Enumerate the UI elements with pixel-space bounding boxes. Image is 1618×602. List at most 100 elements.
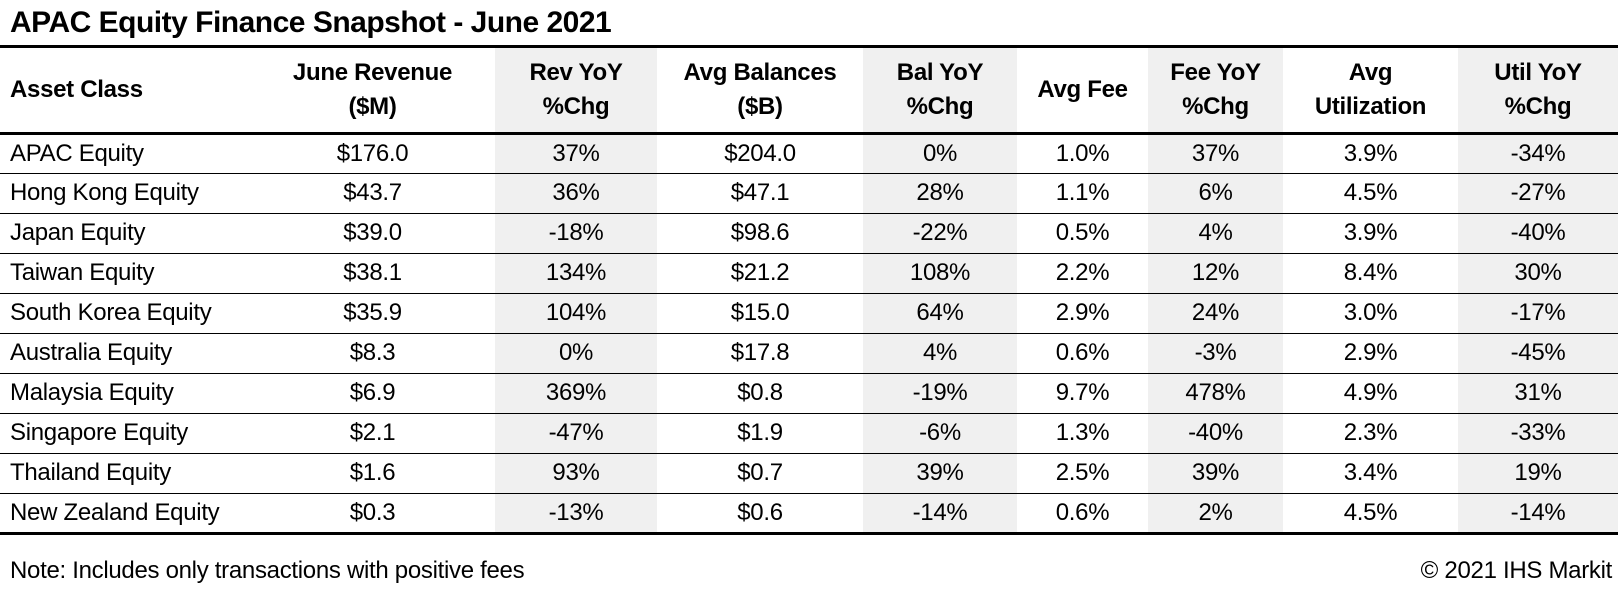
cell-rev-yoy: 93% xyxy=(495,453,657,494)
cell-avg-fee: 0.6% xyxy=(1017,493,1148,535)
cell-avg-fee: 2.2% xyxy=(1017,253,1148,294)
column-header-avg-fee: Avg Fee xyxy=(1017,48,1148,135)
table-row: Singapore Equity $2.1 -47% $1.9 -6% 1.3% -40% 2… xyxy=(0,413,1618,454)
cell-asset-class: APAC Equity xyxy=(0,133,250,174)
cell-avg-balances: $204.0 xyxy=(657,133,863,174)
cell-june-revenue: $1.6 xyxy=(250,453,495,494)
cell-asset-class: Taiwan Equity xyxy=(0,253,250,294)
table-row: Australia Equity $8.3 0% $17.8 4% 0.6% -3% 2.9%… xyxy=(0,333,1618,374)
column-header-fee-yoy: Fee YoY %Chg xyxy=(1148,48,1283,135)
cell-rev-yoy: 104% xyxy=(495,293,657,334)
column-header-util-yoy: Util YoY %Chg xyxy=(1458,48,1618,135)
column-header-line1: Avg Fee xyxy=(1037,75,1128,103)
cell-fee-yoy: -3% xyxy=(1148,333,1283,374)
cell-util-yoy: 31% xyxy=(1458,373,1618,414)
cell-june-revenue: $2.1 xyxy=(250,413,495,454)
page-title: APAC Equity Finance Snapshot - June 2021 xyxy=(0,0,1618,48)
cell-util-yoy: 19% xyxy=(1458,453,1618,494)
cell-avg-utilization: 3.4% xyxy=(1283,453,1458,494)
cell-util-yoy: -45% xyxy=(1458,333,1618,374)
cell-bal-yoy: 0% xyxy=(863,133,1017,174)
column-header-line2: ($M) xyxy=(348,92,397,120)
cell-avg-fee: 9.7% xyxy=(1017,373,1148,414)
cell-avg-balances: $21.2 xyxy=(657,253,863,294)
cell-avg-fee: 0.6% xyxy=(1017,333,1148,374)
cell-bal-yoy: 28% xyxy=(863,173,1017,214)
table-row: New Zealand Equity $0.3 -13% $0.6 -14% 0.6% 2%… xyxy=(0,493,1618,535)
cell-avg-fee: 1.3% xyxy=(1017,413,1148,454)
cell-fee-yoy: 478% xyxy=(1148,373,1283,414)
column-header-line1: Asset Class xyxy=(10,75,143,103)
cell-avg-balances: $98.6 xyxy=(657,213,863,254)
cell-avg-fee: 2.9% xyxy=(1017,293,1148,334)
cell-fee-yoy: 24% xyxy=(1148,293,1283,334)
cell-util-yoy: -14% xyxy=(1458,493,1618,535)
cell-avg-utilization: 8.4% xyxy=(1283,253,1458,294)
cell-util-yoy: -27% xyxy=(1458,173,1618,214)
table-row: Japan Equity $39.0 -18% $98.6 -22% 0.5% 4% 3.9%… xyxy=(0,213,1618,254)
cell-bal-yoy: -14% xyxy=(863,493,1017,535)
cell-fee-yoy: 2% xyxy=(1148,493,1283,535)
cell-june-revenue: $39.0 xyxy=(250,213,495,254)
cell-asset-class: Australia Equity xyxy=(0,333,250,374)
cell-rev-yoy: 37% xyxy=(495,133,657,174)
table-row: Malaysia Equity $6.9 369% $0.8 -19% 9.7% 478% 4… xyxy=(0,373,1618,414)
cell-rev-yoy: -13% xyxy=(495,493,657,535)
cell-june-revenue: $176.0 xyxy=(250,133,495,174)
cell-avg-balances: $47.1 xyxy=(657,173,863,214)
table-row: South Korea Equity $35.9 104% $15.0 64% 2.9% 2… xyxy=(0,293,1618,334)
cell-bal-yoy: -22% xyxy=(863,213,1017,254)
column-header-rev-yoy: Rev YoY %Chg xyxy=(495,48,657,135)
column-header-line2: %Chg xyxy=(1504,92,1572,120)
table-row: Taiwan Equity $38.1 134% $21.2 108% 2.2% 12% 8.… xyxy=(0,253,1618,294)
cell-bal-yoy: -6% xyxy=(863,413,1017,454)
cell-avg-utilization: 3.9% xyxy=(1283,133,1458,174)
cell-util-yoy: 30% xyxy=(1458,253,1618,294)
cell-asset-class: Thailand Equity xyxy=(0,453,250,494)
cell-avg-fee: 0.5% xyxy=(1017,213,1148,254)
cell-rev-yoy: 0% xyxy=(495,333,657,374)
cell-avg-balances: $0.6 xyxy=(657,493,863,535)
cell-fee-yoy: 37% xyxy=(1148,133,1283,174)
cell-util-yoy: -33% xyxy=(1458,413,1618,454)
cell-avg-utilization: 3.9% xyxy=(1283,213,1458,254)
cell-avg-fee: 1.1% xyxy=(1017,173,1148,214)
column-header-line1: Fee YoY xyxy=(1170,58,1261,86)
cell-asset-class: Japan Equity xyxy=(0,213,250,254)
cell-avg-utilization: 4.5% xyxy=(1283,493,1458,535)
cell-fee-yoy: -40% xyxy=(1148,413,1283,454)
cell-june-revenue: $43.7 xyxy=(250,173,495,214)
column-header-line1: Rev YoY xyxy=(529,58,623,86)
table-row: Thailand Equity $1.6 93% $0.7 39% 2.5% 39% 3.4%… xyxy=(0,453,1618,494)
column-header-line2: ($B) xyxy=(737,92,783,120)
column-header-line2: Utilization xyxy=(1314,92,1427,120)
equity-finance-table: Asset Class June Revenue ($M) Rev YoY %Chg Av… xyxy=(0,48,1618,535)
cell-asset-class: Singapore Equity xyxy=(0,413,250,454)
cell-avg-balances: $17.8 xyxy=(657,333,863,374)
cell-avg-utilization: 3.0% xyxy=(1283,293,1458,334)
cell-june-revenue: $6.9 xyxy=(250,373,495,414)
column-header-line1: Avg xyxy=(1348,58,1393,86)
cell-avg-balances: $15.0 xyxy=(657,293,863,334)
cell-june-revenue: $0.3 xyxy=(250,493,495,535)
column-header-bal-yoy: Bal YoY %Chg xyxy=(863,48,1017,135)
cell-avg-fee: 2.5% xyxy=(1017,453,1148,494)
cell-fee-yoy: 4% xyxy=(1148,213,1283,254)
cell-june-revenue: $8.3 xyxy=(250,333,495,374)
cell-avg-utilization: 4.9% xyxy=(1283,373,1458,414)
cell-fee-yoy: 12% xyxy=(1148,253,1283,294)
cell-bal-yoy: 108% xyxy=(863,253,1017,294)
table-footer: Note: Includes only transactions with po… xyxy=(0,535,1618,602)
table-row: APAC Equity $176.0 37% $204.0 0% 1.0% 37% 3.9% -… xyxy=(0,133,1618,174)
cell-rev-yoy: -47% xyxy=(495,413,657,454)
cell-avg-balances: $0.7 xyxy=(657,453,863,494)
cell-util-yoy: -34% xyxy=(1458,133,1618,174)
cell-avg-balances: $0.8 xyxy=(657,373,863,414)
copyright: © 2021 IHS Markit xyxy=(1420,557,1613,585)
cell-rev-yoy: -18% xyxy=(495,213,657,254)
column-header-line1: Util YoY xyxy=(1494,58,1582,86)
cell-avg-fee: 1.0% xyxy=(1017,133,1148,174)
column-header-avg-balances: Avg Balances ($B) xyxy=(657,48,863,135)
column-header-june-revenue: June Revenue ($M) xyxy=(250,48,495,135)
